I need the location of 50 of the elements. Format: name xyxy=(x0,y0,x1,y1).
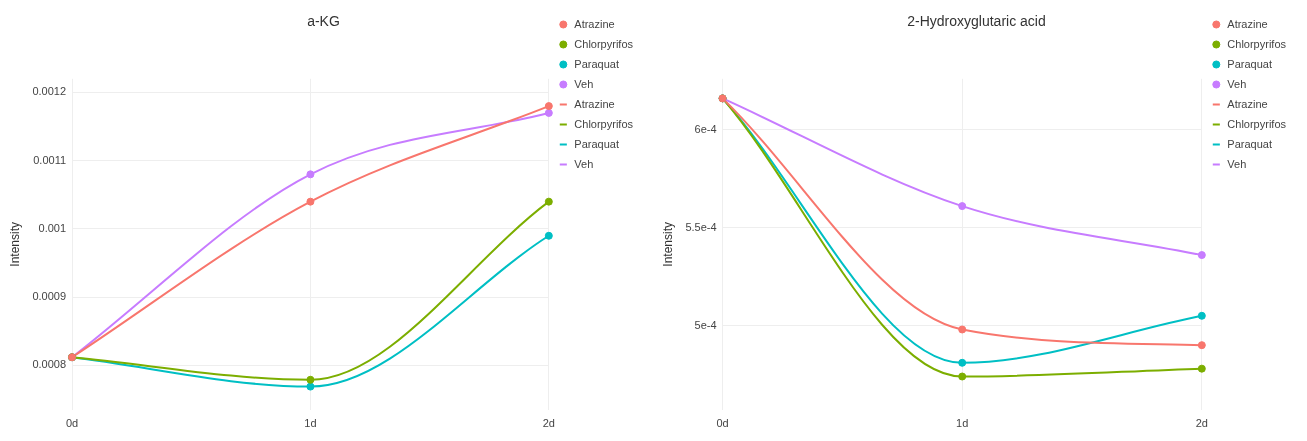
legend-label: Veh xyxy=(1227,157,1247,170)
point xyxy=(958,358,967,367)
point xyxy=(1197,364,1206,373)
y-tick-label: 0.0012 xyxy=(32,85,67,98)
point xyxy=(958,202,967,211)
x-tick-label: 2d xyxy=(542,417,555,430)
legend-label: Chlorpyrifos xyxy=(574,117,634,130)
legend-label: Paraquat xyxy=(1227,57,1272,70)
point xyxy=(958,372,967,381)
point xyxy=(544,102,553,111)
legend-label: Veh xyxy=(1227,77,1247,90)
point xyxy=(544,108,553,117)
legend-label: Veh xyxy=(574,157,594,170)
chart-title: a-KG xyxy=(307,13,340,30)
legend-label: Chlorpyrifos xyxy=(574,37,634,50)
x-tick-label: 2d xyxy=(1195,417,1208,430)
point xyxy=(306,375,315,384)
y-tick-label: 0.0009 xyxy=(32,290,67,303)
legend-label: Veh xyxy=(574,77,594,90)
y-tick-label: 6e-4 xyxy=(694,122,717,135)
legend-label: Paraquat xyxy=(574,137,619,150)
legend-label: Atrazine xyxy=(1227,17,1268,30)
x-tick-label: 0d xyxy=(65,417,79,430)
point xyxy=(1197,251,1206,260)
y-tick-label: 0.0011 xyxy=(33,153,67,166)
y-axis-title: Intensity xyxy=(660,221,675,267)
x-tick-label: 1d xyxy=(956,417,969,430)
point xyxy=(544,197,553,206)
point xyxy=(306,170,315,179)
y-tick-label: 0.0008 xyxy=(32,358,67,371)
legend-label: Paraquat xyxy=(574,57,619,70)
point xyxy=(958,325,967,334)
legend-label: Atrazine xyxy=(574,97,615,110)
legend-label: Chlorpyrifos xyxy=(1227,117,1287,130)
y-tick-label: 0.001 xyxy=(38,221,67,234)
point xyxy=(544,231,553,240)
x-tick-label: 1d xyxy=(304,417,317,430)
point xyxy=(1197,311,1206,320)
y-tick-label: 5.5e-4 xyxy=(685,220,717,233)
y-axis-title: Intensity xyxy=(7,221,22,267)
point xyxy=(306,382,315,391)
y-tick-label: 5e-4 xyxy=(694,318,717,331)
legend-label: Paraquat xyxy=(1227,137,1272,150)
chart-title: 2-Hydroxyglutaric acid xyxy=(907,13,1046,30)
x-tick-label: 0d xyxy=(716,417,729,430)
legend-label: Atrazine xyxy=(574,17,615,30)
legend-label: Atrazine xyxy=(1227,97,1268,110)
point xyxy=(306,197,315,206)
point xyxy=(1197,341,1206,350)
legend-label: Chlorpyrifos xyxy=(1227,37,1287,50)
